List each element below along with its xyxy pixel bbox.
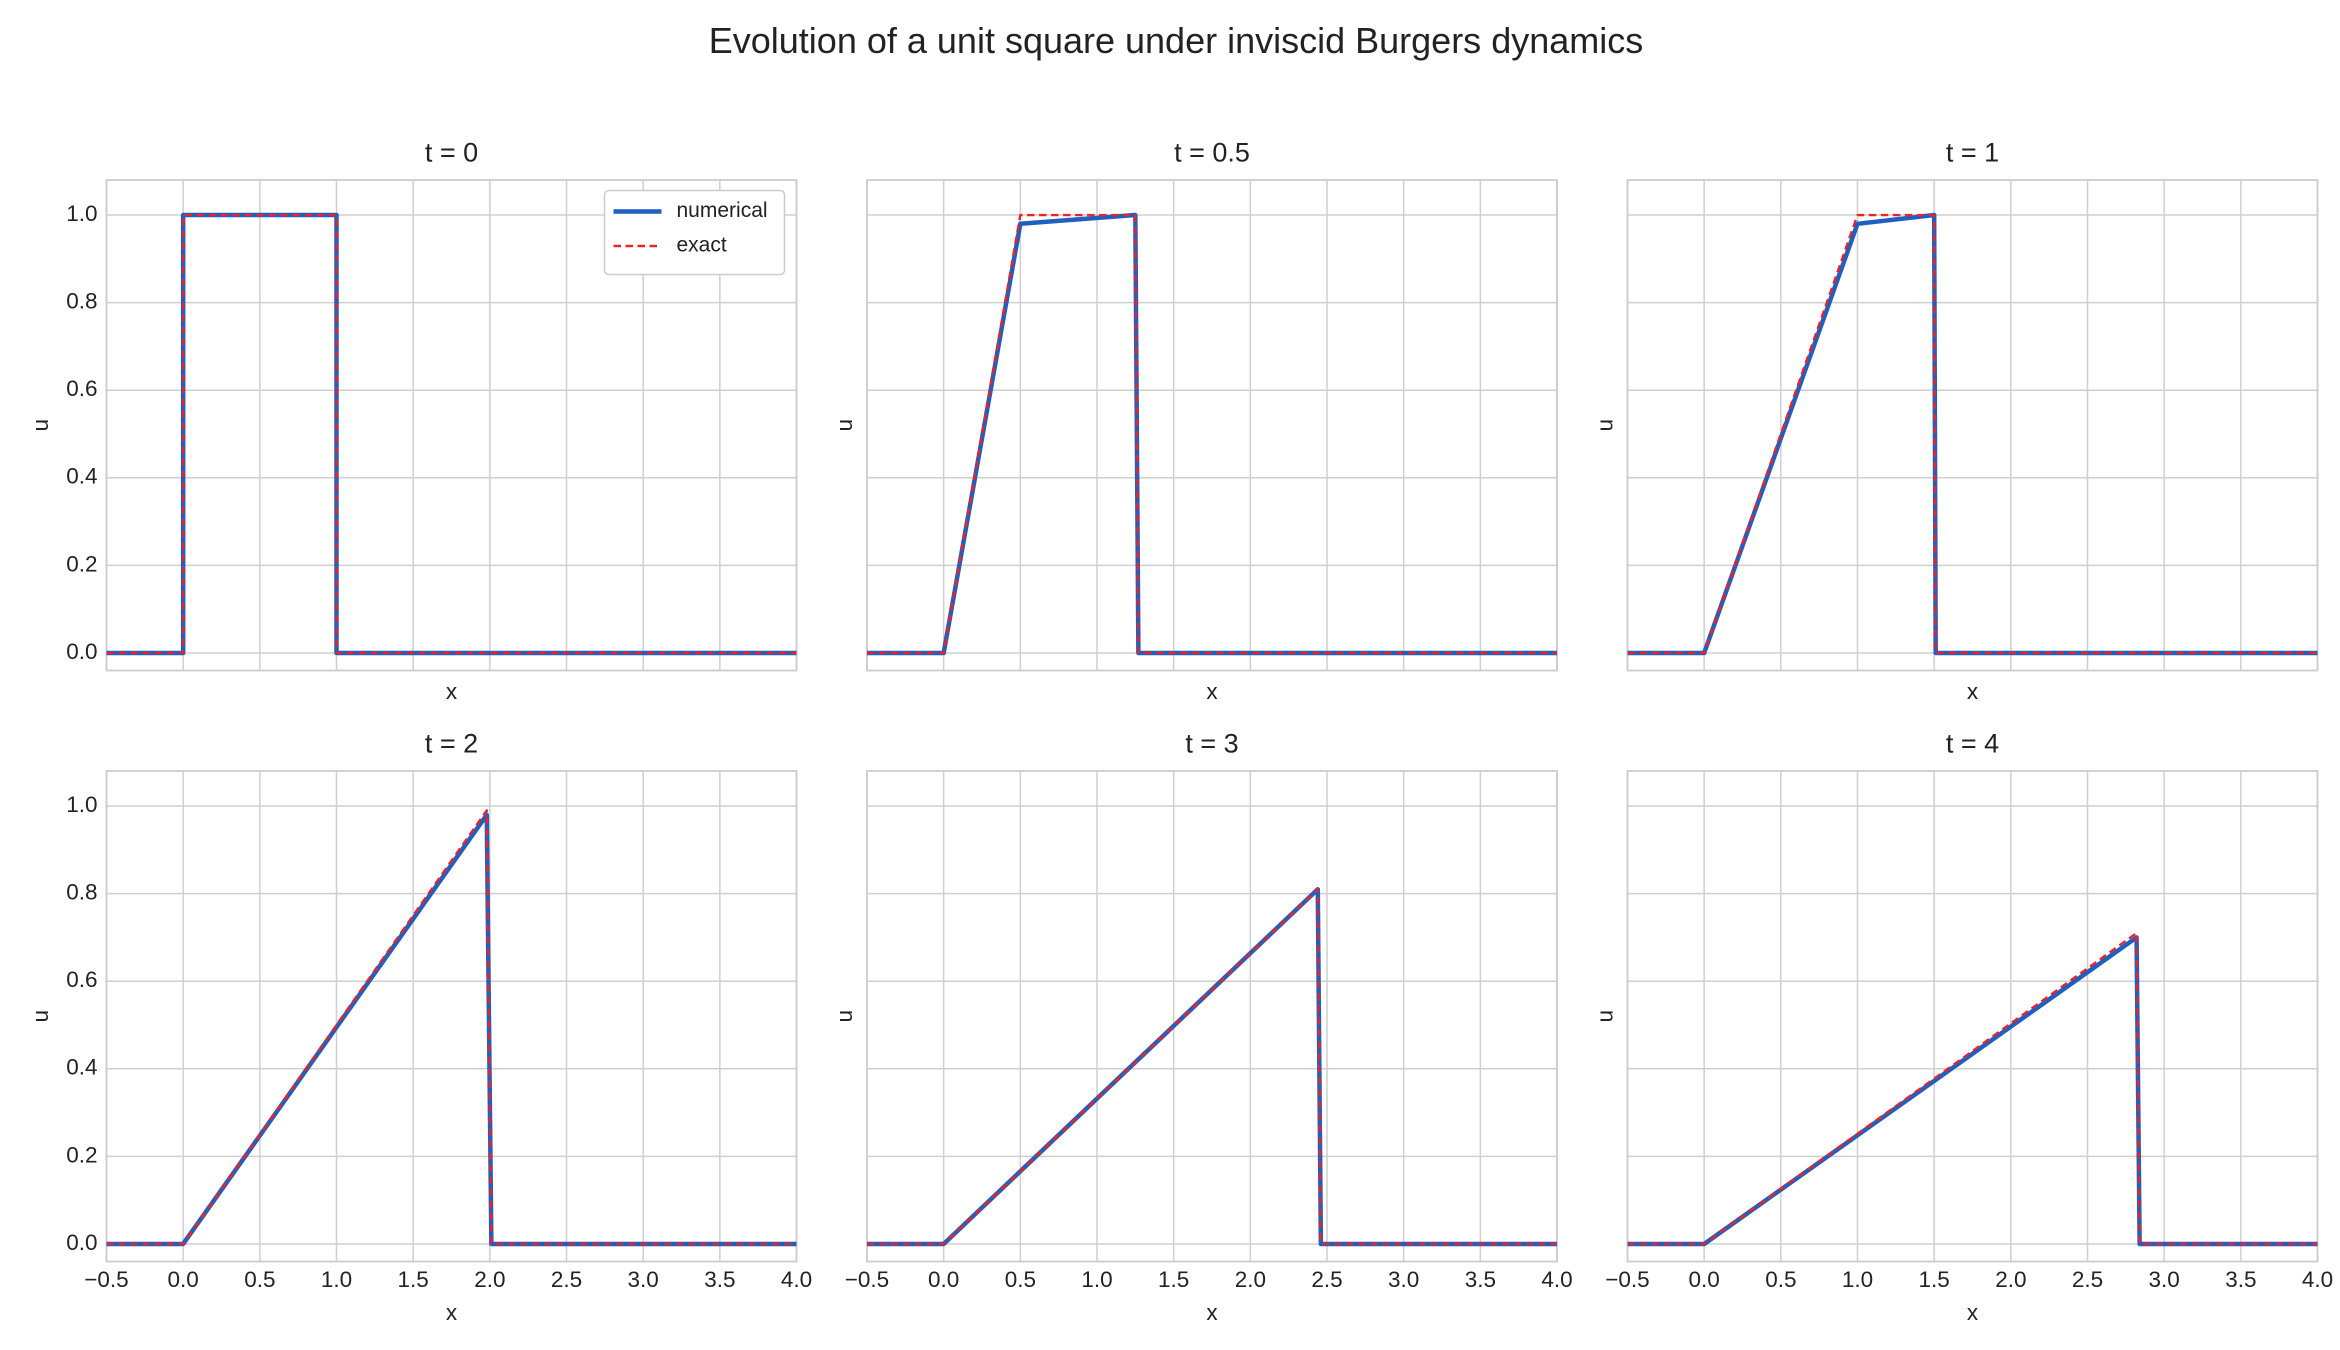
x-tick-label: 0.5 <box>1005 1267 1036 1292</box>
x-tick-label: 3.0 <box>628 1267 659 1292</box>
legend-label: numerical <box>677 199 768 222</box>
x-tick-label: −0.5 <box>1605 1267 1649 1292</box>
x-tick-label: −0.5 <box>845 1267 889 1292</box>
legend-label: exact <box>677 234 727 257</box>
series-line <box>867 888 1557 1246</box>
series-line <box>1627 213 2318 655</box>
x-tick-label: 0.0 <box>168 1267 199 1292</box>
x-tick-label: 2.5 <box>1311 1267 1342 1292</box>
x-tick-label: 0.5 <box>1765 1267 1796 1292</box>
x-tick-label: 1.0 <box>321 1267 352 1292</box>
plot-area <box>106 771 797 1262</box>
y-tick-label: 0.4 <box>66 1055 97 1080</box>
subplot-title: t = 3 <box>1185 729 1238 759</box>
series-line <box>1627 931 2318 1246</box>
x-tick-label: 3.0 <box>1388 1267 1419 1292</box>
subplot: −0.5 0.0 0.5 1.0 1.5 2.0 2.5 3.0 3.5 4.0 t = 3 x u <box>832 729 1573 1325</box>
y-tick-label: 0.6 <box>66 967 97 992</box>
y-tick-label: 0.2 <box>66 1142 97 1167</box>
x-axis-label: x <box>1206 1300 1218 1325</box>
x-tick-label: 3.5 <box>1465 1267 1496 1292</box>
y-axis-label: u <box>28 419 53 432</box>
plot-area <box>1627 771 2318 1262</box>
subplot-title: t = 0.5 <box>1174 138 1250 168</box>
plot-area <box>867 771 1557 1262</box>
x-tick-label: 1.5 <box>398 1267 429 1292</box>
x-tick-label: 2.0 <box>474 1267 505 1292</box>
y-axis-label: u <box>28 1010 53 1023</box>
y-tick-label: 1.0 <box>66 792 97 817</box>
x-tick-label: 1.5 <box>1158 1267 1189 1292</box>
x-tick-label: 1.0 <box>1081 1267 1112 1292</box>
x-axis-label: x <box>446 1300 458 1325</box>
subplot: −0.5 0.0 0.5 1.0 1.5 2.0 2.5 3.0 3.5 4.0 0.0 0.2 0.4… <box>28 729 812 1325</box>
subplot-title: t = 0 <box>425 138 478 168</box>
y-tick-label: 0.6 <box>66 376 97 401</box>
x-tick-label: 3.5 <box>2225 1267 2256 1292</box>
x-tick-label: 2.0 <box>1995 1267 2026 1292</box>
y-tick-label: 0.8 <box>66 289 97 314</box>
x-tick-label: 4.0 <box>1541 1267 1572 1292</box>
x-axis-label: x <box>446 679 458 704</box>
x-tick-label: 4.0 <box>781 1267 812 1292</box>
axes-frame <box>105 179 798 672</box>
legend: numerical exact <box>603 189 786 276</box>
x-tick-label: 3.5 <box>704 1267 735 1292</box>
y-tick-label: 0.8 <box>66 880 97 905</box>
x-tick-label: 0.0 <box>1689 1267 1720 1292</box>
y-tick-label: 1.0 <box>66 201 97 226</box>
y-axis-label: u <box>1592 1010 1617 1023</box>
y-tick-label: 0.0 <box>66 639 97 664</box>
x-axis-label: x <box>1967 679 1979 704</box>
x-axis-label: x <box>1206 679 1218 704</box>
x-tick-label: 4.0 <box>2302 1267 2333 1292</box>
y-axis-label: u <box>1592 419 1617 432</box>
y-axis-label: u <box>832 419 857 432</box>
y-tick-label: 0.4 <box>66 464 97 489</box>
x-tick-label: 2.0 <box>1235 1267 1266 1292</box>
x-tick-label: 2.5 <box>2072 1267 2103 1292</box>
series-line <box>106 809 797 1246</box>
x-tick-label: 0.5 <box>244 1267 275 1292</box>
axes-frame <box>105 770 798 1263</box>
x-tick-label: 3.0 <box>2149 1267 2180 1292</box>
x-tick-label: 1.5 <box>1919 1267 1950 1292</box>
y-axis-label: u <box>832 1010 857 1023</box>
subplot-title: t = 1 <box>1946 138 1999 168</box>
x-tick-label: −0.5 <box>84 1267 128 1292</box>
axes-frame <box>866 770 1558 1263</box>
series-line <box>106 213 797 655</box>
figure-title: Evolution of a unit square under invisci… <box>709 20 1644 61</box>
series-line <box>867 213 1557 655</box>
y-tick-label: 0.2 <box>66 551 97 576</box>
axes-frame <box>1626 179 2319 672</box>
x-axis-label: x <box>1967 1300 1979 1325</box>
subplot-title: t = 4 <box>1946 729 1999 759</box>
axes-frame <box>1626 770 2319 1263</box>
subplot: t = 1 x u <box>1592 138 2319 704</box>
subplot: −0.5 0.0 0.5 1.0 1.5 2.0 2.5 3.0 3.5 4.0 t = 4 x u <box>1592 729 2333 1325</box>
subplot: t = 0.5 x u <box>832 138 1558 704</box>
y-tick-label: 0.0 <box>66 1230 97 1255</box>
x-tick-label: 0.0 <box>928 1267 959 1292</box>
plot-area <box>867 180 1557 671</box>
subplot-title: t = 2 <box>425 729 478 759</box>
plot-area <box>1627 180 2318 671</box>
x-tick-label: 2.5 <box>551 1267 582 1292</box>
axes-frame <box>866 179 1558 672</box>
x-tick-label: 1.0 <box>1842 1267 1873 1292</box>
subplot: 0.0 0.2 0.4 0.6 0.8 1.0 t = 0 x u numerical exact <box>28 138 798 704</box>
